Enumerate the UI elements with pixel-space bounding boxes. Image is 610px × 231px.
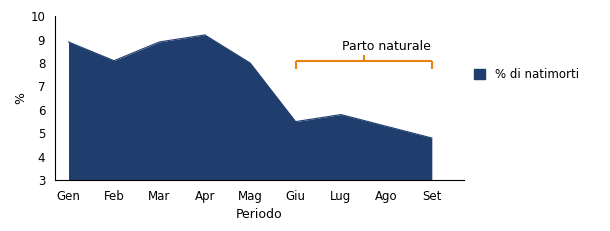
Text: Parto naturale: Parto naturale <box>342 40 431 53</box>
Y-axis label: %: % <box>15 92 27 104</box>
Legend: % di natimorti: % di natimorti <box>473 68 579 81</box>
X-axis label: Periodo: Periodo <box>236 208 282 222</box>
